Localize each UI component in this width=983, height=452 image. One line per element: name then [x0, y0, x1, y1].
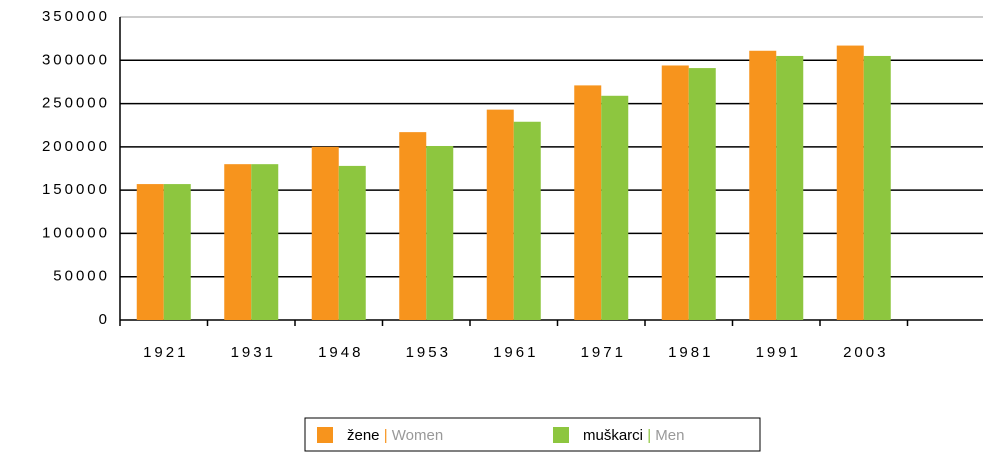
x-tick-label: 1948 — [318, 344, 363, 361]
bar — [863, 55, 891, 320]
x-tick-label: 1961 — [493, 344, 538, 361]
bar — [688, 68, 716, 320]
x-tick-label: 1921 — [143, 344, 188, 361]
bar — [251, 164, 279, 320]
y-tick-label: 0 — [99, 311, 110, 328]
x-tick-label: 1981 — [668, 344, 713, 361]
bar — [426, 145, 454, 320]
x-tick-label: 2003 — [843, 344, 888, 361]
bar — [574, 85, 602, 321]
bar — [224, 164, 252, 320]
bar — [601, 95, 629, 320]
bar — [513, 121, 541, 320]
legend-swatch — [317, 427, 333, 443]
x-tick-label: 1991 — [756, 344, 801, 361]
bar — [661, 65, 689, 320]
y-tick-label: 300000 — [42, 51, 110, 68]
bar — [836, 45, 864, 320]
y-tick-label: 250000 — [42, 95, 110, 112]
legend-swatch — [553, 427, 569, 443]
bar — [399, 132, 427, 320]
bar — [136, 184, 164, 320]
bar — [776, 55, 804, 320]
y-tick-label: 100000 — [42, 224, 110, 241]
x-tick-label: 1931 — [231, 344, 276, 361]
bar — [311, 146, 339, 320]
bar — [338, 165, 366, 320]
bar — [749, 50, 777, 321]
y-tick-label: 50000 — [53, 268, 110, 285]
x-tick-label: 1971 — [581, 344, 626, 361]
legend-box — [304, 417, 761, 452]
y-tick-label: 150000 — [42, 181, 110, 198]
legend-label: žene | Women — [347, 427, 443, 444]
legend-label: muškarci | Men — [583, 427, 684, 444]
bar — [163, 184, 191, 320]
y-tick-label: 350000 — [42, 8, 110, 25]
x-tick-label: 1953 — [406, 344, 451, 361]
y-tick-label: 200000 — [42, 138, 110, 155]
bar — [486, 109, 514, 320]
